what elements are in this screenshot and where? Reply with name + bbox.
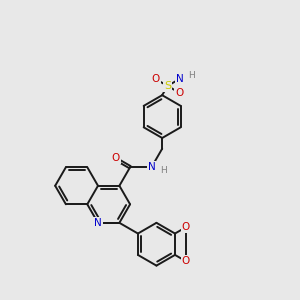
Text: S: S — [164, 81, 171, 91]
Text: O: O — [182, 256, 190, 266]
Text: N: N — [176, 74, 184, 84]
Text: O: O — [112, 153, 120, 163]
Text: O: O — [175, 88, 183, 98]
Text: N: N — [148, 162, 155, 172]
Text: H: H — [188, 71, 195, 80]
Text: O: O — [182, 222, 190, 232]
Text: O: O — [152, 74, 160, 84]
Text: H: H — [160, 166, 166, 175]
Text: N: N — [94, 218, 102, 228]
